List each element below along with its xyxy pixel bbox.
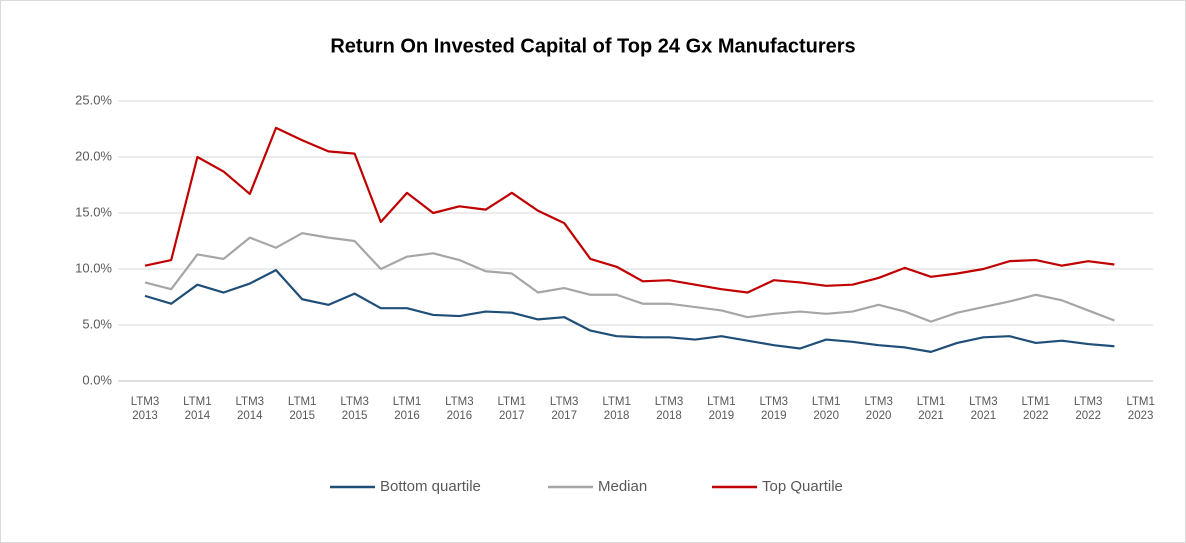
- data-line: [144, 232, 1115, 323]
- y-tick-label: 20.0%: [75, 148, 112, 163]
- x-tick-label: LTM3 2015: [340, 396, 369, 422]
- y-tick-label: 10.0%: [75, 260, 112, 275]
- x-tick-label: LTM3 2014: [235, 396, 265, 422]
- chart-title: Return On Invested Capital of Top 24 Gx …: [330, 35, 855, 57]
- x-tick-label: LTM3 2018: [654, 396, 684, 422]
- x-tick-label: LTM1 2017: [497, 396, 527, 422]
- x-tick-label: LTM3 2021: [969, 396, 998, 422]
- y-tick-label: 0.0%: [82, 372, 112, 387]
- x-tick-label: LTM1 2020: [811, 396, 841, 422]
- x-tick-label: LTM1 2023: [1126, 396, 1155, 422]
- x-tick-label: LTM1 2016: [392, 396, 422, 422]
- y-tick-label: 25.0%: [75, 92, 112, 107]
- data-line: [144, 269, 1115, 353]
- x-tick-label: LTM1 2015: [287, 396, 317, 422]
- x-tick-label: LTM3 2022: [1073, 396, 1103, 422]
- x-tick-label: LTM3 2020: [864, 396, 893, 422]
- y-tick-label: 15.0%: [75, 204, 112, 219]
- x-tick-label: LTM3 2016: [445, 396, 474, 422]
- x-tick-label: LTM1 2019: [707, 396, 736, 422]
- legend-label: Top Quartile: [762, 478, 843, 495]
- x-tick-label: LTM1 2021: [916, 396, 946, 422]
- y-tick-label: 5.0%: [82, 316, 112, 331]
- x-tick-label: LTM3 2017: [549, 396, 579, 422]
- x-tick-label: LTM1 2018: [602, 396, 631, 422]
- legend-label: Median: [598, 478, 647, 495]
- data-line: [144, 126, 1115, 294]
- x-tick-label: LTM3 2013: [130, 396, 160, 422]
- x-tick-label: LTM3 2019: [759, 396, 789, 422]
- x-tick-label: LTM1 2022: [1021, 396, 1051, 422]
- x-tick-label: LTM1 2014: [183, 396, 212, 422]
- legend-label: Bottom quartile: [380, 478, 481, 495]
